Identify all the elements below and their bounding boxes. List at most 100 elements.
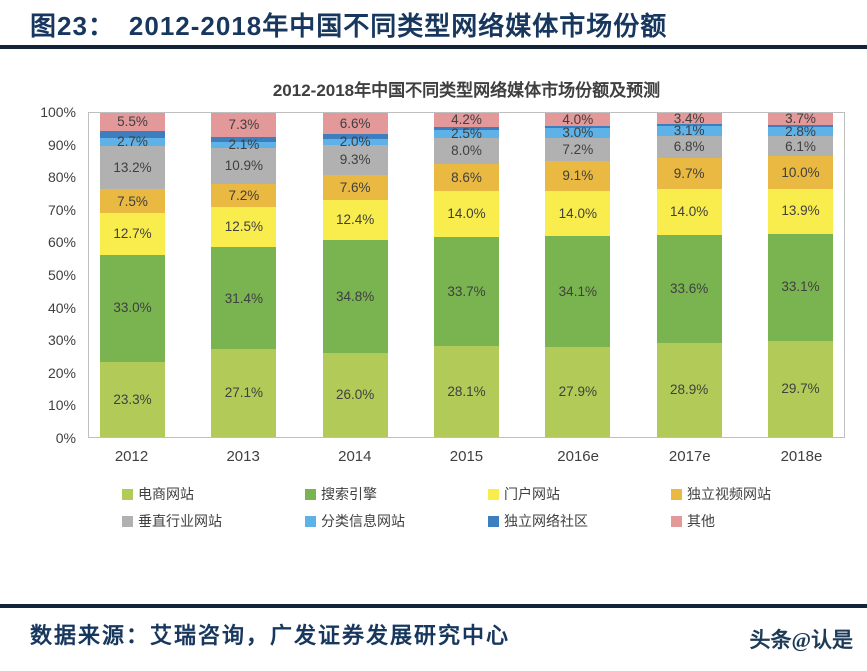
segment-value-label: 27.1% — [224, 385, 263, 401]
segment-value-label: 14.0% — [558, 205, 597, 221]
x-category-label: 2014 — [338, 448, 372, 465]
stacked-bar-2016e: 27.9% 34.1% 14.0% 9.1% 7.2% 3.0% 4.0% — [545, 113, 611, 437]
segment-独立视频网站: 10.0% — [767, 156, 833, 189]
segment-门户网站: 12.5% — [211, 206, 277, 248]
segment-分类信息网站: 3.1% — [656, 122, 722, 138]
segment-value-label: 33.1% — [781, 279, 820, 295]
segment-value-label: 27.9% — [558, 384, 597, 400]
segment-垂直行业网站: 10.9% — [211, 148, 277, 184]
y-tick-label: 60% — [47, 234, 76, 251]
data-source: 数据来源：艾瑞咨询，广发证券发展研究中心 — [30, 623, 511, 648]
legend-item-搜索引擎: 搜索引擎 — [305, 484, 480, 504]
segment-value-label: 7.2% — [562, 141, 594, 157]
segment-垂直行业网站: 8.0% — [433, 137, 499, 164]
segment-value-label: 3.7% — [785, 111, 816, 127]
segment-value-label: 6.6% — [339, 116, 371, 131]
legend-label: 门户网站 — [504, 486, 560, 502]
segment-value-label: 34.1% — [558, 283, 597, 299]
segment-门户网站: 14.0% — [656, 189, 722, 235]
segment-value-label: 7.5% — [117, 193, 148, 209]
segment-电商网站: 28.9% — [656, 343, 722, 437]
segment-value-label: 8.6% — [451, 169, 482, 185]
segment-value-label: 33.6% — [670, 281, 709, 297]
legend-label: 垂直行业网站 — [138, 513, 222, 529]
segment-value-label: 31.4% — [224, 290, 263, 306]
watermark: 头条@认是 — [749, 628, 853, 652]
segment-分类信息网站: 2.1% — [211, 138, 277, 151]
segment-电商网站: 28.1% — [433, 345, 499, 437]
segment-独立视频网站: 9.1% — [545, 161, 611, 191]
legend-item-电商网站: 电商网站 — [122, 484, 297, 504]
segment-垂直行业网站: 9.3% — [322, 145, 388, 176]
y-tick-label: 90% — [47, 136, 76, 153]
segment-value-label: 28.9% — [670, 382, 709, 398]
segment-其他: 3.7% — [767, 111, 833, 127]
x-category-label: 2017e — [668, 448, 711, 465]
segment-搜索引擎: 33.1% — [767, 233, 833, 341]
segment-value-label: 7.3% — [228, 117, 260, 133]
stacked-bar-2015: 28.1% 33.7% 14.0% 8.6% 8.0% 2.5% 4.2% — [433, 113, 499, 437]
segment-电商网站: 27.9% — [545, 346, 611, 437]
segment-独立网络社区 — [656, 124, 722, 126]
x-category-label: 2012 — [114, 448, 149, 465]
segment-独立网络社区 — [100, 130, 165, 138]
legend-item-其他: 其他 — [671, 511, 846, 531]
segment-value-label: 8.0% — [451, 142, 482, 158]
stacked-bar-2012: 23.3% 33.0% 12.7% 7.5% 13.2% 2.7% 5.5% — [100, 113, 165, 437]
segment-value-label: 34.8% — [336, 288, 375, 304]
segment-value-label: 3.1% — [673, 122, 705, 138]
segment-value-label: 14.0% — [447, 206, 486, 222]
x-category-label: 2015 — [449, 448, 484, 465]
x-category-label: 2016e — [557, 448, 599, 465]
segment-value-label: 9.1% — [562, 168, 594, 184]
segment-电商网站: 23.3% — [100, 361, 165, 437]
segment-搜索引擎: 33.7% — [433, 236, 499, 346]
stacked-bar-2017e: 28.9% 33.6% 14.0% 9.7% 6.8% 3.1% 3.4% — [656, 112, 722, 437]
legend: 电商网站 搜索引擎 门户网站 独立视频网站 垂直行业网站 分类信息网站 独立网络社区 其他 — [122, 484, 846, 531]
y-tick-label: 100% — [40, 104, 76, 120]
figure-caption: 图23： 2012-2018年中国不同类型网络媒体市场份额 — [30, 6, 847, 43]
legend-swatch — [671, 515, 682, 527]
segment-独立网络社区 — [433, 126, 499, 130]
segment-电商网站: 29.7% — [767, 340, 833, 437]
legend-swatch — [305, 488, 316, 500]
legend-swatch — [305, 515, 316, 527]
segment-其他: 3.4% — [656, 112, 722, 125]
segment-独立网络社区 — [322, 134, 388, 139]
segment-分类信息网站: 2.0% — [322, 135, 388, 148]
segment-独立网络社区 — [211, 136, 277, 142]
legend-label: 电商网站 — [138, 486, 194, 502]
segment-value-label: 33.0% — [113, 300, 152, 316]
segment-value-label: 26.0% — [336, 387, 375, 403]
segment-电商网站: 26.0% — [322, 352, 388, 437]
stacked-bar-2013: 27.1% 31.4% 12.5% 7.2% 10.9% 2.1% 7.3% — [211, 113, 277, 437]
legend-swatch — [122, 488, 133, 500]
legend-label: 独立视频网站 — [687, 486, 771, 502]
segment-门户网站: 13.9% — [767, 188, 833, 234]
segment-其他: 5.5% — [100, 113, 165, 131]
y-tick-label: 80% — [47, 169, 76, 186]
legend-swatch — [671, 488, 682, 500]
legend-label: 搜索引擎 — [321, 486, 377, 502]
segment-独立视频网站: 7.2% — [211, 183, 277, 207]
segment-垂直行业网站: 6.8% — [656, 135, 722, 158]
segment-搜索引擎: 34.1% — [545, 236, 611, 347]
segment-value-label: 28.1% — [447, 383, 486, 399]
segment-门户网站: 12.4% — [322, 199, 388, 241]
y-axis: 100% 90% 80% 70% 60% 50% 40% 30% 20% 10% 0% — [0, 104, 76, 446]
x-axis: 2012 2013 2014 2015 2016e 2017e 2018e — [88, 448, 845, 465]
segment-搜索引擎: 31.4% — [211, 247, 277, 350]
segment-独立视频网站: 7.5% — [100, 189, 165, 214]
y-tick-label: 10% — [47, 397, 76, 414]
segment-value-label: 2.1% — [228, 137, 260, 153]
stacked-bar-2018e: 29.7% 33.1% 13.9% 10.0% 6.1% 2.8% 3.7% — [767, 111, 833, 437]
legend-item-独立视频网站: 独立视频网站 — [671, 484, 846, 504]
segment-门户网站: 12.7% — [100, 213, 165, 255]
segment-电商网站: 27.1% — [211, 349, 277, 437]
figure-title: 2012-2018年中国不同类型网络媒体市场份额 — [128, 11, 668, 41]
segment-独立网络社区 — [545, 126, 611, 129]
y-tick-label: 70% — [47, 201, 76, 218]
segment-分类信息网站: 2.8% — [767, 125, 833, 138]
segment-value-label: 6.1% — [785, 138, 816, 154]
legend-item-独立网络社区: 独立网络社区 — [488, 511, 663, 531]
